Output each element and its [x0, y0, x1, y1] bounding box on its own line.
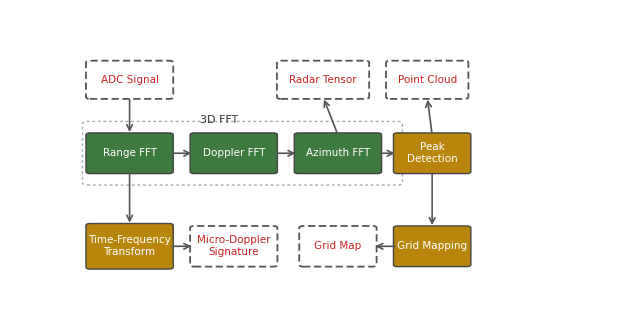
FancyBboxPatch shape [86, 224, 173, 269]
FancyBboxPatch shape [394, 133, 471, 174]
Text: Time-Frequency
Transform: Time-Frequency Transform [88, 235, 171, 258]
Text: Doppler FFT: Doppler FFT [202, 148, 265, 158]
Text: ADC Signal: ADC Signal [100, 75, 159, 85]
FancyBboxPatch shape [300, 226, 376, 266]
Text: Azimuth FFT: Azimuth FFT [306, 148, 370, 158]
Text: Peak
Detection: Peak Detection [407, 142, 458, 164]
FancyBboxPatch shape [386, 61, 468, 99]
Text: Grid Map: Grid Map [314, 241, 362, 251]
FancyBboxPatch shape [277, 61, 369, 99]
Text: Grid Mapping: Grid Mapping [397, 241, 467, 251]
Text: Micro-Doppler
Signature: Micro-Doppler Signature [197, 235, 271, 258]
Text: Point Cloud: Point Cloud [397, 75, 457, 85]
Text: Radar Tensor: Radar Tensor [289, 75, 357, 85]
FancyBboxPatch shape [394, 226, 471, 266]
FancyBboxPatch shape [294, 133, 381, 174]
Text: 3D FFT: 3D FFT [200, 115, 238, 125]
FancyBboxPatch shape [86, 61, 173, 99]
FancyBboxPatch shape [190, 226, 277, 266]
Text: Range FFT: Range FFT [102, 148, 157, 158]
FancyBboxPatch shape [190, 133, 277, 174]
FancyBboxPatch shape [86, 133, 173, 174]
